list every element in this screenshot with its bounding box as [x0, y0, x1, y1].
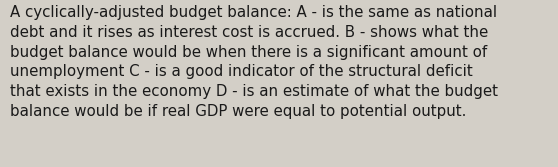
Text: A cyclically-adjusted budget balance: A - is the same as national
debt and it ri: A cyclically-adjusted budget balance: A … [10, 5, 498, 119]
